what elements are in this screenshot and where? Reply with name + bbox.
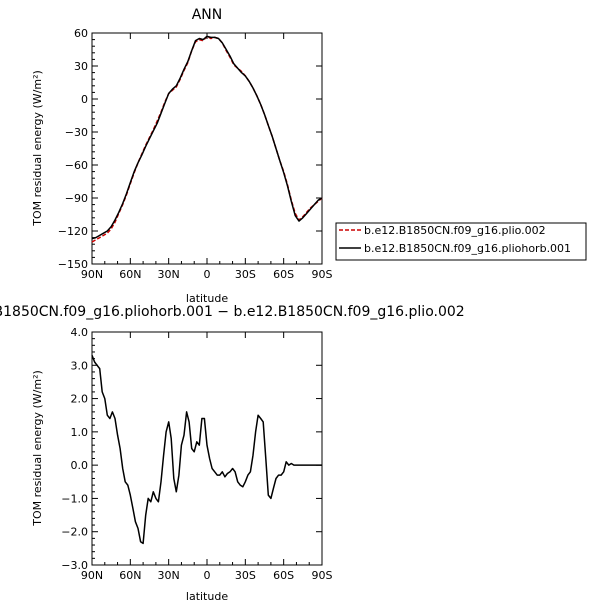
bottom-panel: b.e12.B1850CN.f09_g16.pliohorb.001 − b.e… <box>0 304 465 603</box>
top-plot-frame <box>91 32 323 265</box>
top-ytick-label: 30 <box>74 60 88 73</box>
top-ytick-label: −30 <box>65 126 88 139</box>
bottom-ytick-label: 3.0 <box>71 359 89 372</box>
bottom-ytick-label: −2.0 <box>61 526 88 539</box>
top-ytick-label: −120 <box>58 225 88 238</box>
bottom-xtick-label: 60S <box>273 569 294 582</box>
bottom-xtick-label: 30N <box>158 569 180 582</box>
bottom-xticks: 90N 60N 30N 0 30S 60S 90S <box>81 332 333 582</box>
bottom-ytick-label: 4.0 <box>71 326 89 339</box>
top-xtick-label: 90S <box>312 268 333 281</box>
top-series-line-1 <box>91 35 323 240</box>
legend-box <box>335 222 587 261</box>
top-xlabel: latitude <box>186 292 228 305</box>
top-xtick-label: 30N <box>158 268 180 281</box>
top-ytick-label: −90 <box>65 192 88 205</box>
top-series <box>91 35 323 243</box>
bottom-xtick-label: 60N <box>119 569 141 582</box>
bottom-xtick-label: 30S <box>235 569 256 582</box>
top-ytick-label: −150 <box>58 258 88 271</box>
top-series-line-0 <box>91 35 323 243</box>
top-title: ANN <box>192 7 223 23</box>
top-xtick-label: 60S <box>273 268 294 281</box>
top-ytick-label: 60 <box>74 27 88 40</box>
top-xticks: 90N 60N 30N 0 30S 60S 90S <box>81 33 333 281</box>
bottom-xtick-label: 90N <box>81 569 103 582</box>
top-yticks: 60 30 0 −30 −60 −90 −120 −150 <box>58 27 322 271</box>
bottom-ytick-label: 2.0 <box>71 393 89 406</box>
bottom-ylabel: TOM residual energy (W/m²) <box>31 370 44 527</box>
bottom-xtick-label: 0 <box>204 569 211 582</box>
legend-label-plio: b.e12.B1850CN.f09_g16.plio.002 <box>364 224 546 237</box>
bottom-series <box>91 355 322 545</box>
top-ytick-label: −60 <box>65 159 88 172</box>
bottom-yticks: 4.0 3.0 2.0 1.0 0.0 −1.0 −2.0 −3.0 <box>61 326 322 572</box>
bottom-title: b.e12.B1850CN.f09_g16.pliohorb.001 − b.e… <box>0 304 465 320</box>
top-xtick-label: 90N <box>81 268 103 281</box>
top-xtick-label: 30S <box>235 268 256 281</box>
bottom-ytick-label: −1.0 <box>61 492 88 505</box>
top-ylabel: TOM residual energy (W/m²) <box>31 70 44 227</box>
top-xtick-label: 0 <box>204 268 211 281</box>
legend: b.e12.B1850CN.f09_g16.plio.002 b.e12.B18… <box>335 222 587 261</box>
legend-label-pliohorb: b.e12.B1850CN.f09_g16.pliohorb.001 <box>364 242 571 255</box>
top-panel: ANN latitude TOM residual energy (W/m²) … <box>31 7 587 305</box>
bottom-xtick-label: 90S <box>312 569 333 582</box>
bottom-ytick-label: 0.0 <box>71 459 89 472</box>
bottom-ytick-label: −3.0 <box>61 559 88 572</box>
bottom-ytick-label: 1.0 <box>71 426 89 439</box>
top-ytick-label: 0 <box>81 93 88 106</box>
top-xtick-label: 60N <box>119 268 141 281</box>
bottom-xlabel: latitude <box>186 590 228 603</box>
bottom-series-line-0 <box>91 355 322 545</box>
